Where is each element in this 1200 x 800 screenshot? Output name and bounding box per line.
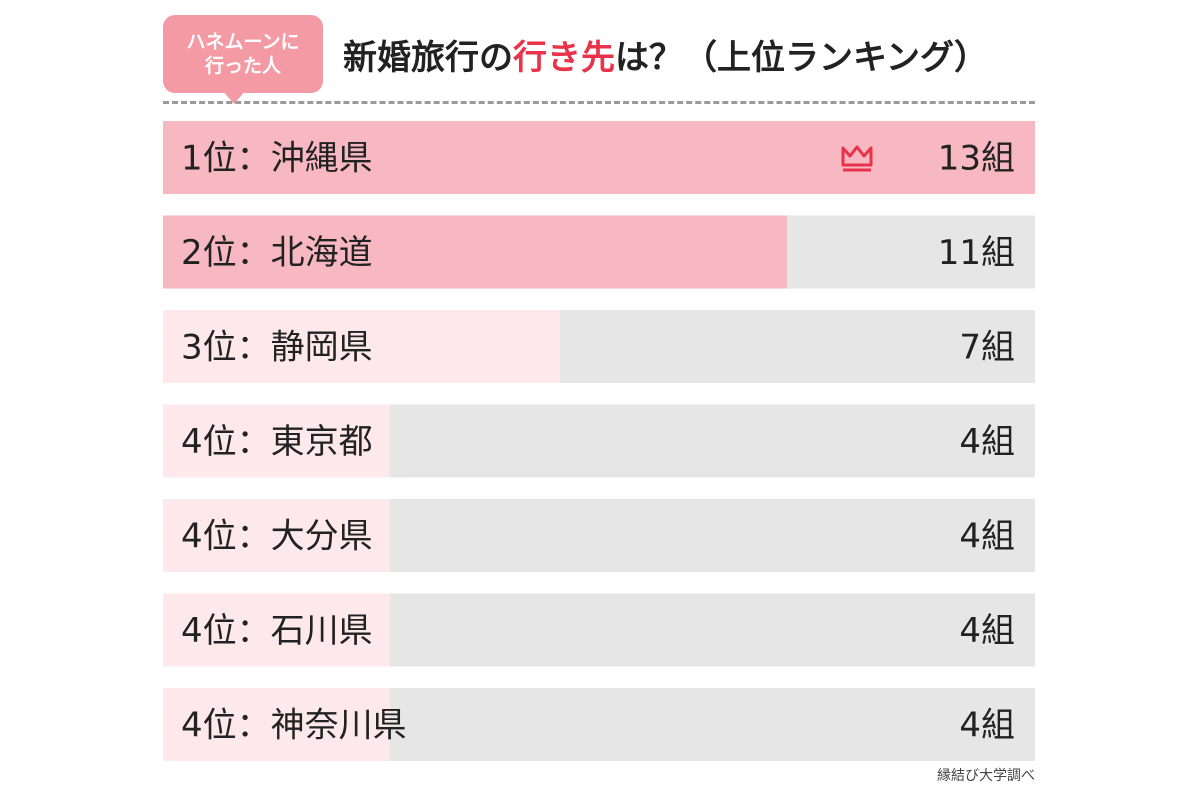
title-divider (163, 101, 1035, 104)
value-label: 4組 (959, 706, 1015, 746)
category-label: 4位：石川県 (181, 611, 373, 651)
category-label: 3位：静岡県 (181, 328, 373, 368)
bar (163, 404, 390, 478)
respondent-badge: ハネムーンに 行った人 (163, 15, 323, 93)
bar (163, 121, 1035, 194)
value-label: 4組 (959, 422, 1015, 462)
value-label: 7組 (959, 328, 1015, 368)
badge-line-2: 行った人 (204, 55, 281, 77)
bar (163, 499, 390, 572)
crown-icon (841, 145, 873, 167)
title-highlight: 行き先 (513, 38, 615, 78)
title-part-1: 新婚旅行の (343, 38, 513, 78)
category-label: 4位：大分県 (181, 517, 373, 557)
badge-pointer (222, 90, 246, 104)
bar (163, 215, 787, 289)
source-note: 縁結び大学調べ (937, 768, 1035, 784)
category-label: 1位：沖縄県 (181, 139, 373, 179)
category-label: 4位：東京都 (181, 422, 373, 462)
bar (163, 593, 390, 667)
value-label: 4組 (959, 517, 1015, 557)
bar (163, 310, 560, 383)
title-part-2: は？（上位ランキング） (615, 38, 988, 78)
value-label: 11組 (938, 233, 1015, 273)
value-label: 4組 (959, 611, 1015, 651)
category-label: 2位：北海道 (181, 233, 373, 273)
category-label: 4位：神奈川県 (181, 706, 407, 746)
value-label: 13組 (938, 139, 1015, 179)
bar (163, 688, 390, 761)
chart-title: 新婚旅行の行き先は？（上位ランキング） (343, 30, 988, 86)
badge-line-1: ハネムーンに (186, 31, 300, 53)
